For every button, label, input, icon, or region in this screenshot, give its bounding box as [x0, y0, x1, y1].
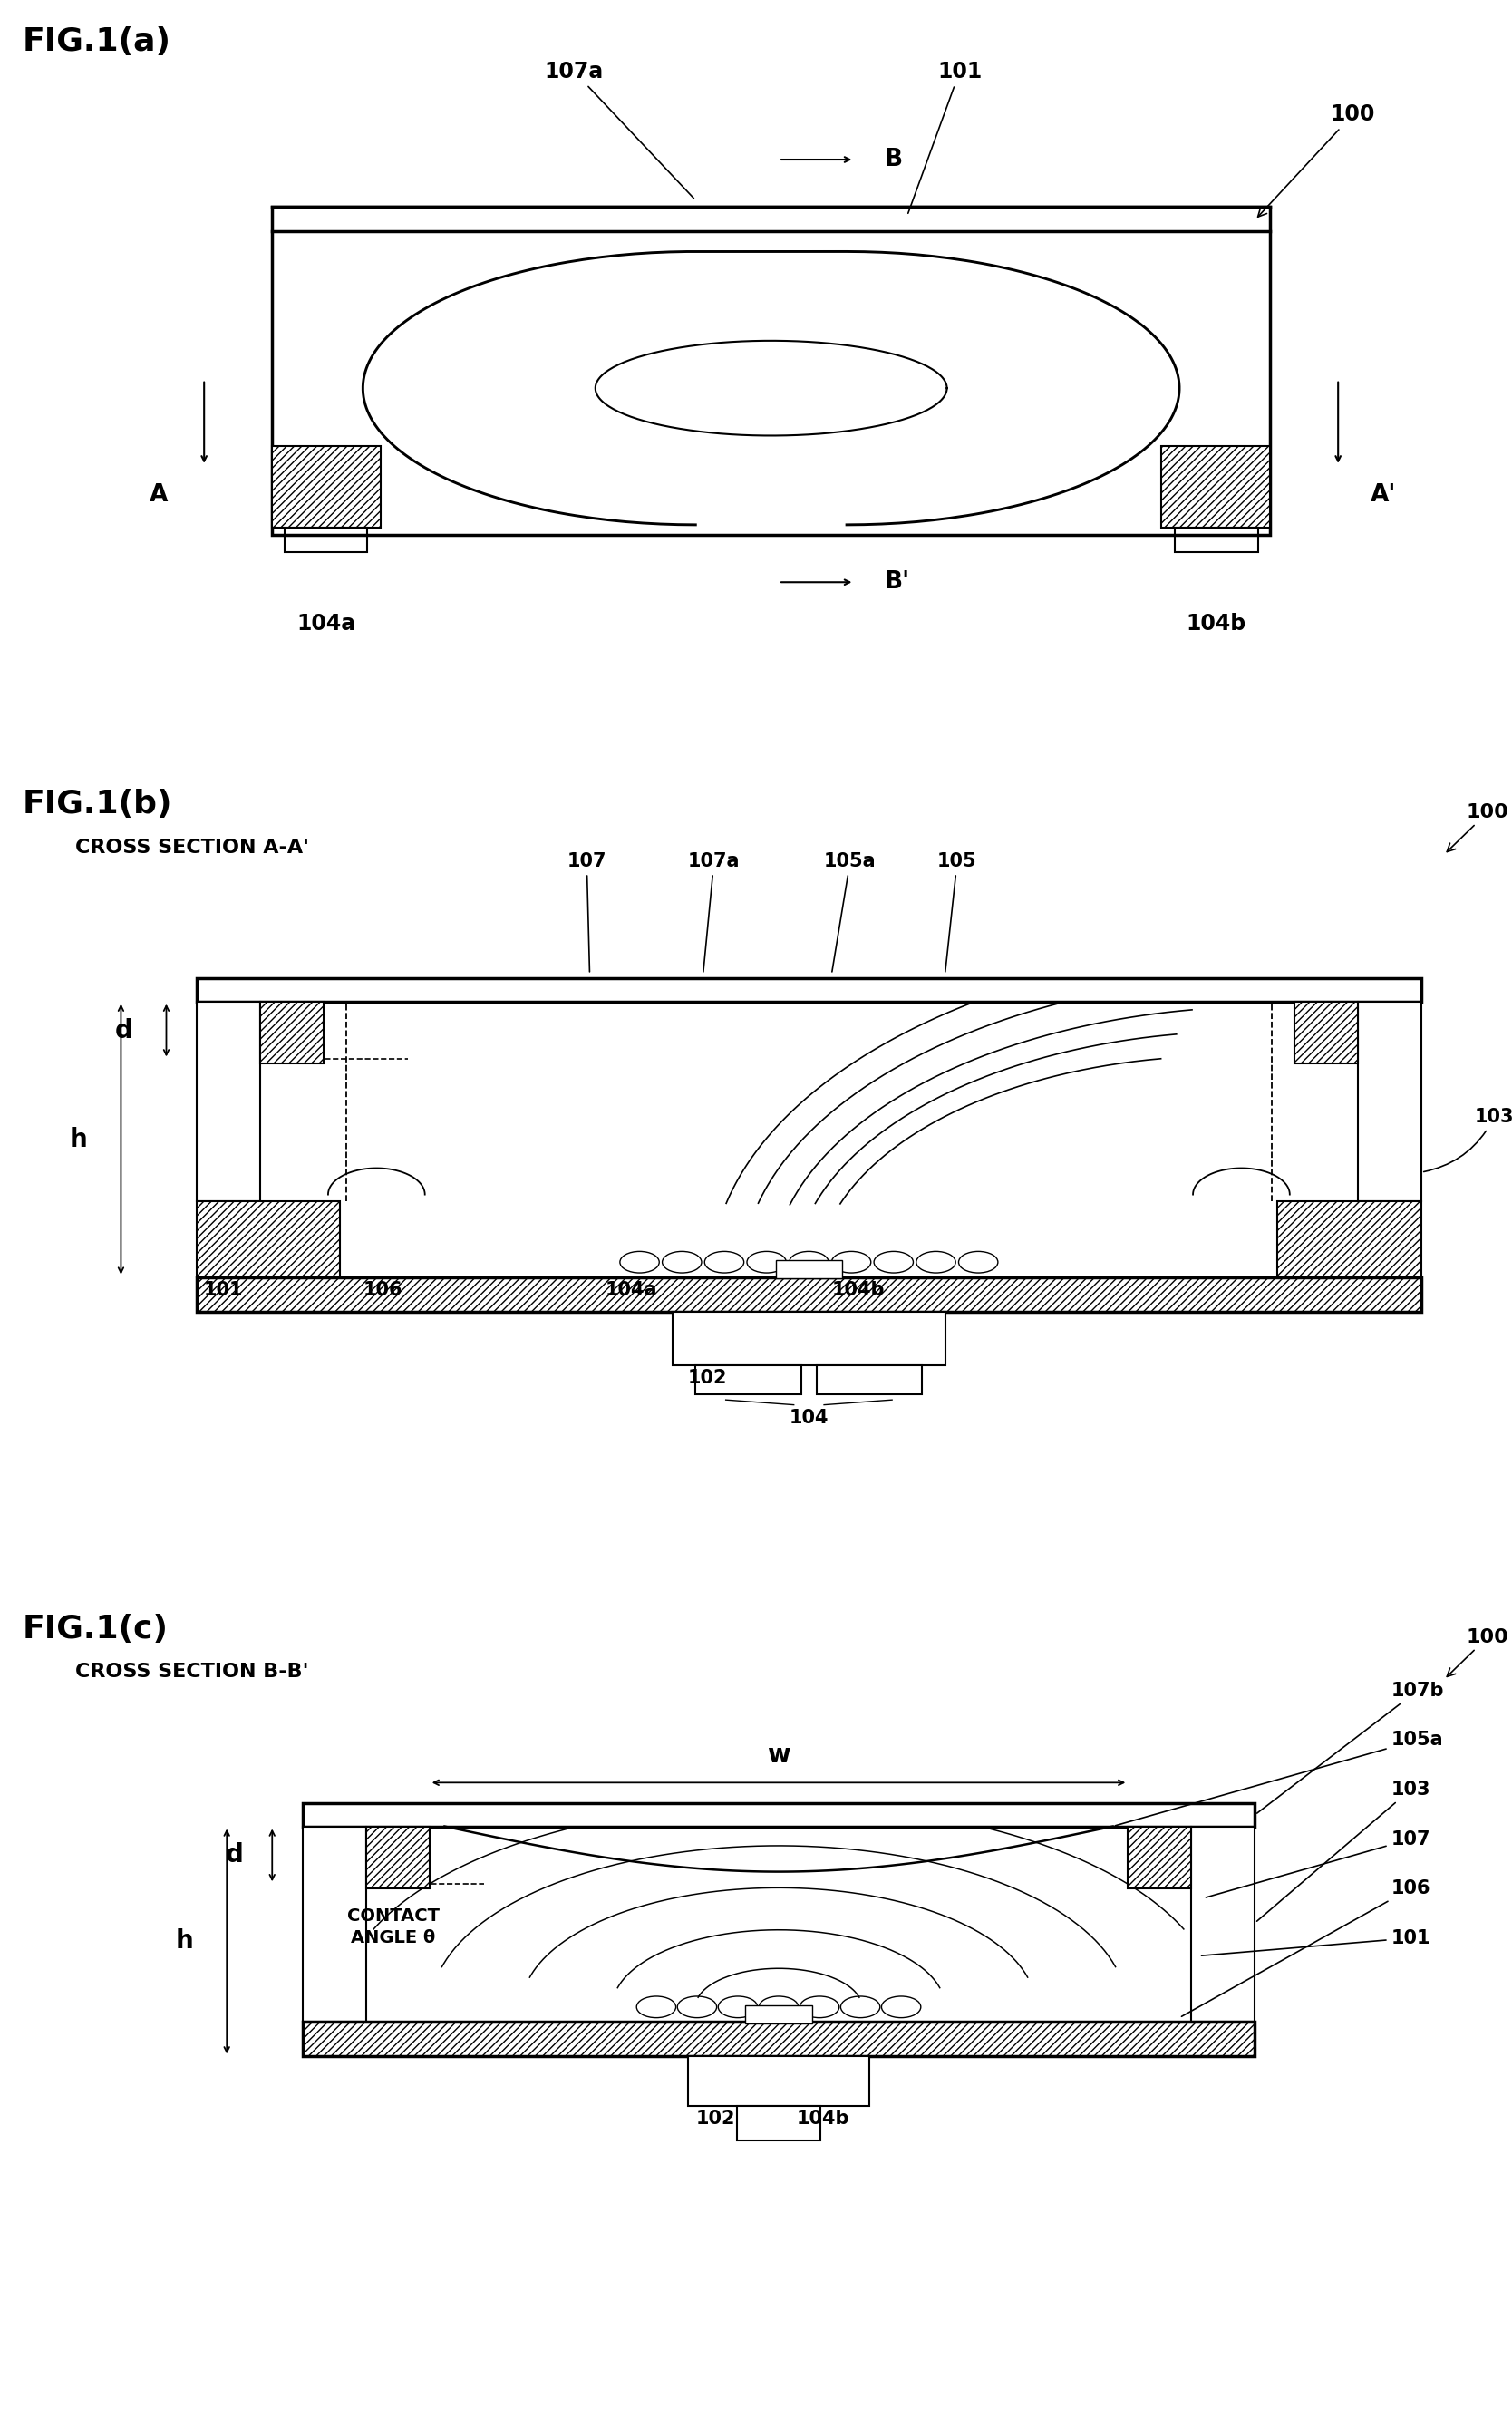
Bar: [302, 1827, 366, 2021]
Text: FIG.1(b): FIG.1(b): [23, 788, 172, 820]
Text: CROSS SECTION A-A': CROSS SECTION A-A': [76, 839, 310, 856]
Text: 104a: 104a: [296, 611, 357, 633]
Bar: [197, 1276, 1421, 1312]
Bar: [272, 206, 1270, 534]
Text: 103: 103: [1424, 1109, 1512, 1172]
Text: 103: 103: [1256, 1781, 1430, 1921]
Text: 100: 100: [1447, 1628, 1509, 1676]
Text: CROSS SECTION B-B': CROSS SECTION B-B': [76, 1664, 308, 1681]
Text: h: h: [175, 1929, 194, 1953]
Bar: [1294, 1002, 1358, 1063]
Text: 106: 106: [363, 1281, 402, 1298]
Text: FIG.1(c): FIG.1(c): [23, 1613, 169, 1645]
Text: FIG.1(a): FIG.1(a): [23, 27, 171, 56]
Bar: [745, 2006, 812, 2023]
Bar: [1278, 1201, 1421, 1276]
Text: 107: 107: [567, 852, 606, 973]
Bar: [1175, 529, 1258, 553]
Bar: [1358, 1002, 1421, 1201]
Text: 104a: 104a: [606, 1281, 658, 1298]
Bar: [260, 1002, 324, 1063]
Text: h: h: [70, 1126, 88, 1152]
Text: 105a: 105a: [824, 852, 877, 973]
Bar: [197, 978, 1421, 1002]
Bar: [284, 529, 367, 553]
Bar: [272, 446, 381, 529]
Text: 107a: 107a: [688, 852, 739, 973]
Text: 106: 106: [1181, 1880, 1430, 2016]
Bar: [197, 1002, 260, 1201]
Text: 101: 101: [204, 1281, 243, 1298]
Bar: [776, 1262, 842, 1279]
Bar: [738, 2106, 820, 2140]
Bar: [816, 1366, 922, 1395]
Text: 104b: 104b: [797, 2111, 850, 2128]
Text: 107: 107: [1207, 1829, 1430, 1897]
Text: B': B': [885, 570, 910, 594]
Bar: [673, 1312, 945, 1366]
Text: 102: 102: [688, 1368, 727, 1388]
Text: A: A: [150, 483, 168, 507]
Bar: [197, 1201, 340, 1276]
Text: 100: 100: [1447, 803, 1509, 852]
Text: CONTACT
ANGLE θ: CONTACT ANGLE θ: [346, 1907, 440, 1946]
Text: 104: 104: [789, 1410, 829, 1426]
Text: 105a: 105a: [1116, 1732, 1444, 1827]
Bar: [1128, 1827, 1191, 1887]
Text: 105: 105: [937, 852, 977, 973]
Text: 101: 101: [1202, 1929, 1430, 1955]
Text: w: w: [767, 1742, 791, 1769]
Text: A': A': [1370, 483, 1397, 507]
Bar: [688, 2057, 869, 2106]
Bar: [696, 1366, 801, 1395]
Text: d: d: [115, 1016, 133, 1043]
Text: d: d: [225, 1841, 243, 1868]
Text: 101: 101: [909, 61, 983, 213]
Text: B: B: [885, 148, 903, 172]
Bar: [366, 1827, 429, 1887]
Text: 104b: 104b: [832, 1281, 885, 1298]
Bar: [1191, 1827, 1255, 2021]
Text: 100: 100: [1258, 104, 1376, 216]
Text: 107b: 107b: [1256, 1681, 1444, 1812]
Text: 104b: 104b: [1185, 611, 1246, 633]
Bar: [302, 1803, 1255, 1827]
Text: 107a: 107a: [544, 61, 694, 199]
Bar: [302, 2021, 1255, 2057]
Text: 102: 102: [696, 2111, 735, 2128]
Bar: [1161, 446, 1270, 529]
